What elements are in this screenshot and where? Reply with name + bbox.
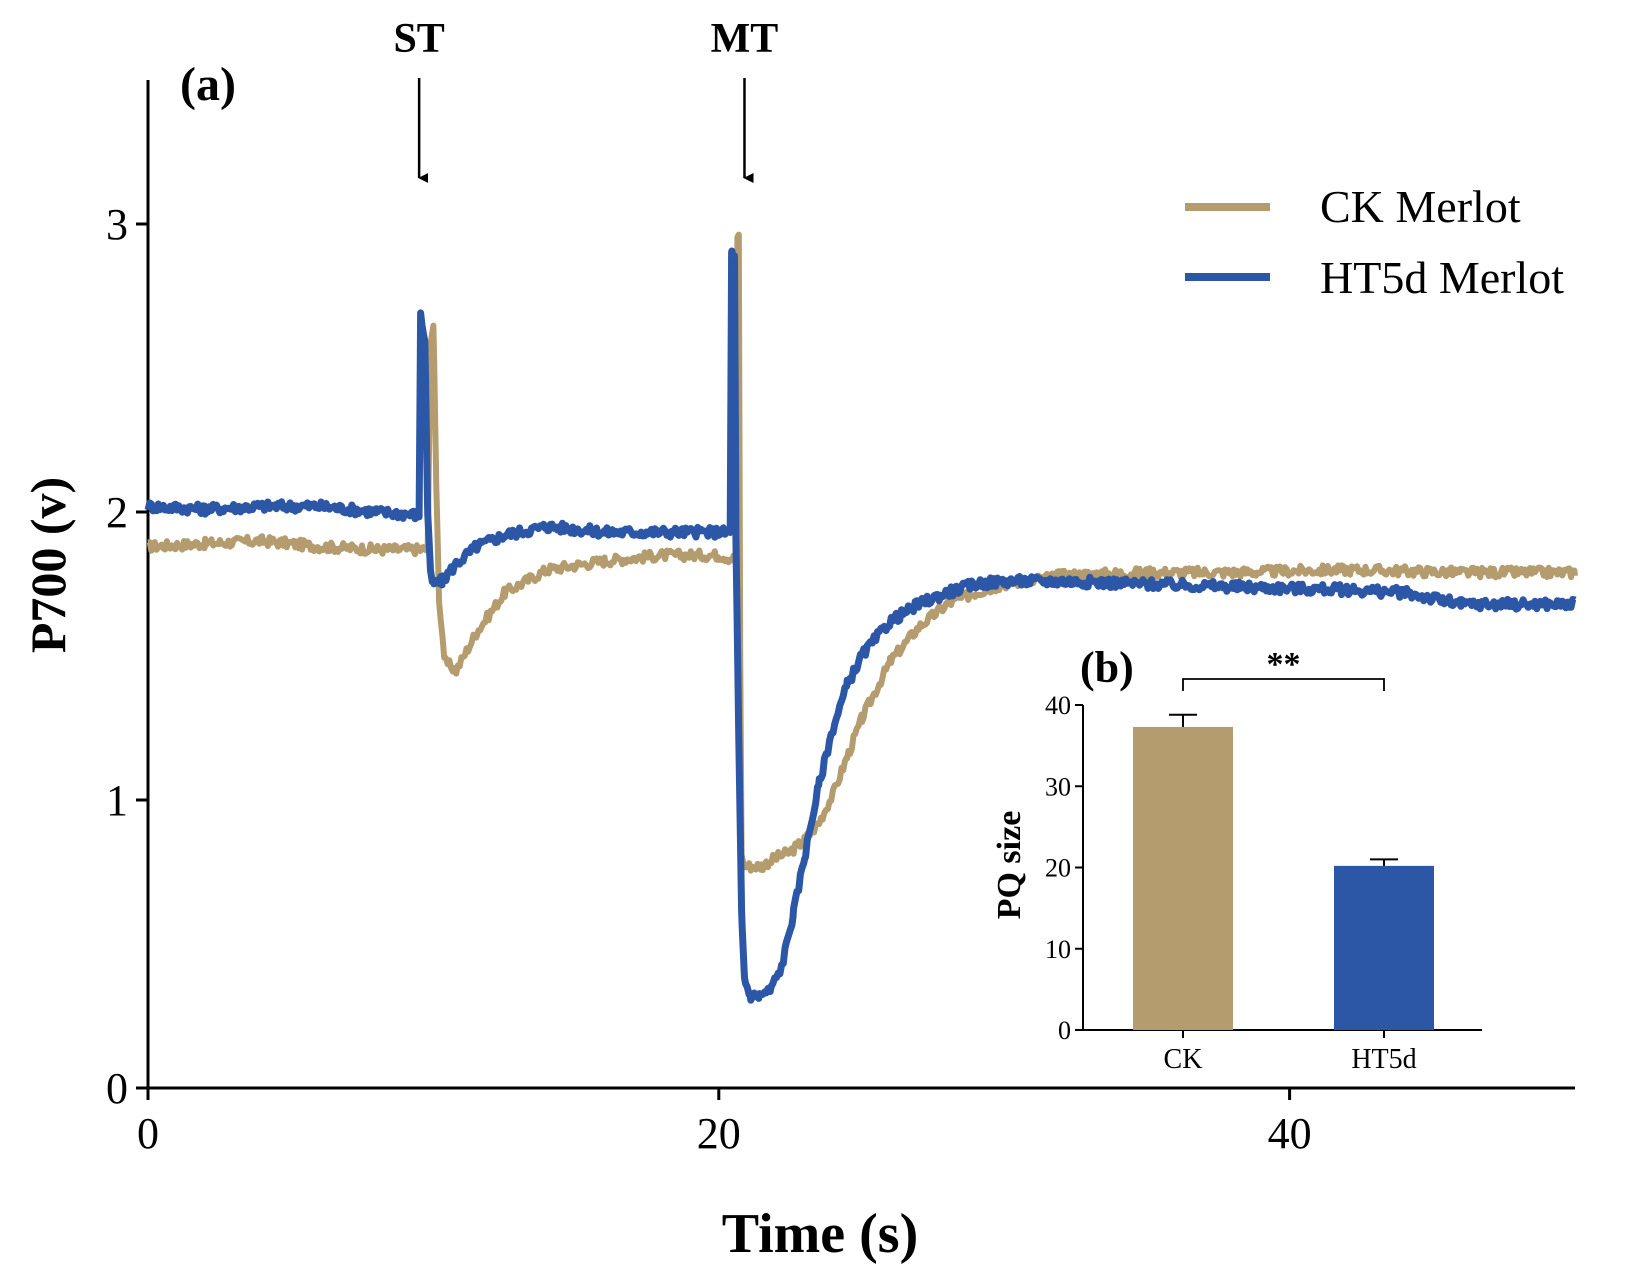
legend-item-ck: CK Merlot (1185, 181, 1521, 232)
y-tick-label: 3 (106, 200, 128, 249)
panel-label-a: (a) (180, 58, 236, 111)
significance-line (1182, 678, 1385, 691)
legend-label-ck: CK Merlot (1320, 181, 1521, 232)
x-tick-label: 0 (137, 1109, 159, 1158)
inset-y-tick-label: 0 (1058, 1016, 1071, 1045)
annotation-st-label: ST (393, 16, 444, 62)
legend-item-ht5d: HT5d Merlot (1185, 252, 1564, 303)
panel-label-b: (b) (1080, 643, 1134, 692)
bar-ht5d (1334, 865, 1434, 1030)
bar-ck (1133, 726, 1233, 1030)
inset-y-tick-label: 10 (1045, 935, 1071, 964)
legend-label-ht5d: HT5d Merlot (1320, 252, 1564, 303)
x-tick-label: 40 (1268, 1109, 1312, 1158)
annotation-st: ST (393, 16, 445, 183)
legend: CK Merlot HT5d Merlot (1185, 181, 1564, 303)
x-tick-label: 20 (697, 1109, 741, 1158)
main-axes (136, 80, 1575, 1100)
main-series-group (144, 231, 1578, 1004)
x-axis-title: Time (s) (722, 1203, 919, 1265)
y-tick-label: 1 (106, 776, 128, 825)
y-tick-label: 2 (106, 488, 128, 537)
inset-x-tick-label: HT5d (1351, 1044, 1416, 1075)
annotation-mt: MT (711, 16, 779, 183)
inset-chart: (b) PQ size 0 10 20 30 40 CK HT5d ** (991, 643, 1482, 1075)
inset-y-tick-label: 20 (1045, 854, 1071, 883)
inset-y-axis-title: PQ size (991, 811, 1028, 920)
inset-y-tick-label: 30 (1045, 772, 1071, 801)
significance-label: ** (1267, 646, 1301, 683)
inset-tick-labels: 0 10 20 30 40 CK HT5d (1045, 691, 1417, 1075)
inset-y-tick-label: 40 (1045, 691, 1071, 720)
inset-x-tick-label: CK (1164, 1044, 1203, 1075)
inset-bars (1133, 713, 1434, 1030)
y-tick-label: 0 (106, 1064, 128, 1113)
series-line-ht5d (144, 247, 1578, 1004)
y-axis-title: P700 (v) (20, 477, 76, 653)
series-line-ck (146, 231, 1578, 874)
stimulus-annotations: ST MT (393, 16, 779, 183)
annotation-mt-label: MT (711, 16, 779, 62)
significance-bracket: ** (1182, 646, 1385, 691)
